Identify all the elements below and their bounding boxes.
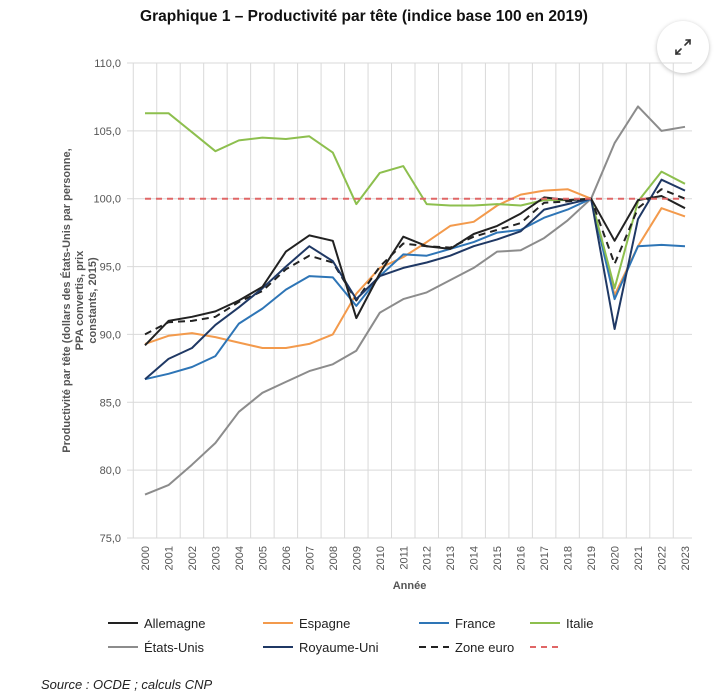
series-line-royaume-uni xyxy=(144,178,686,380)
x-tick-label: 2020 xyxy=(610,546,622,570)
y-tick-label: 75,0 xyxy=(100,533,121,545)
x-tick-label: 2004 xyxy=(234,546,246,570)
x-tick-label: 2003 xyxy=(210,546,222,570)
x-tick-label: 2005 xyxy=(257,546,269,570)
x-tick-label: 2017 xyxy=(539,546,551,570)
y-tick-label: 95,0 xyxy=(100,262,121,274)
x-tick-label: 2011 xyxy=(398,546,410,570)
x-tick-label: 2013 xyxy=(445,546,457,570)
x-tick-label: 2001 xyxy=(163,546,175,570)
expand-button[interactable] xyxy=(657,21,709,73)
x-tick-label: 2014 xyxy=(469,546,481,570)
x-tick-label: 2015 xyxy=(492,546,504,570)
x-tick-label: 2000 xyxy=(140,546,152,570)
x-tick-label: 2007 xyxy=(304,546,316,570)
x-tick-label: 2012 xyxy=(422,546,434,570)
x-tick-label: 2023 xyxy=(680,546,692,570)
x-axis-title: Année xyxy=(393,580,427,592)
y-tick-label: 110,0 xyxy=(94,58,121,70)
x-tick-label: 2019 xyxy=(586,546,598,570)
x-tick-label: 2002 xyxy=(187,546,199,570)
legend-label: Italie xyxy=(566,616,593,631)
series-line--tats-unis xyxy=(144,105,686,496)
legend-label: Espagne xyxy=(299,616,350,631)
source-note: Source : OCDE ; calculs CNP xyxy=(41,677,213,692)
x-tick-label: 2018 xyxy=(563,546,575,570)
legend-label: États-Unis xyxy=(144,640,204,655)
y-tick-label: 100,0 xyxy=(93,194,121,206)
legend-label: Royaume-Uni xyxy=(299,640,379,655)
x-tick-label: 2009 xyxy=(351,546,363,570)
x-tick-label: 2022 xyxy=(657,546,669,570)
series-line-zone-euro xyxy=(144,188,686,336)
line-chart: 75,0 80,0 85,0 90,0 95,0 100,0 105,0 110,0 2000 2… xyxy=(60,58,692,655)
legend-label: Zone euro xyxy=(455,640,514,655)
y-tick-label: 85,0 xyxy=(100,397,121,409)
y-axis-title: Productivité par tête (dollars des États… xyxy=(60,148,99,452)
chart-title: Graphique 1 – Productivité par tête (ind… xyxy=(140,8,588,25)
legend-label: Allemagne xyxy=(144,616,205,631)
x-tick-label: 2008 xyxy=(328,546,340,570)
y-tick-label: 105,0 xyxy=(93,126,121,138)
series-line-allemagne xyxy=(144,195,686,346)
legend-label: France xyxy=(455,616,495,631)
expand-arrows-icon xyxy=(675,39,691,55)
x-tick-label: 2021 xyxy=(633,546,645,570)
y-tick-label: 80,0 xyxy=(100,465,121,477)
y-tick-label: 90,0 xyxy=(100,329,121,341)
x-tick-label: 2006 xyxy=(281,546,293,570)
x-tick-label: 2016 xyxy=(516,546,528,570)
x-tick-label: 2010 xyxy=(375,546,387,570)
series-line-italie xyxy=(145,112,686,290)
